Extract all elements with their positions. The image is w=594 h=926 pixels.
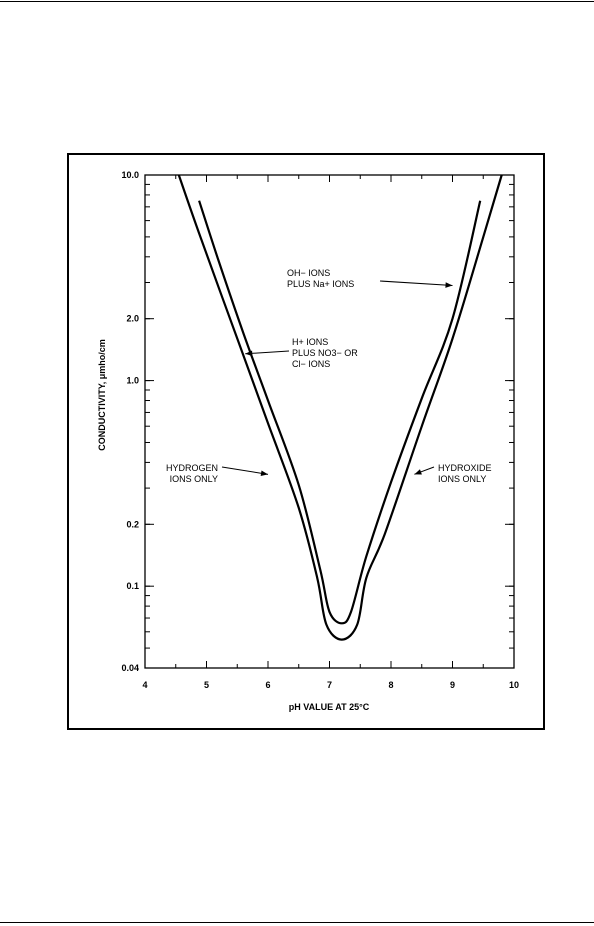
series-layer xyxy=(177,174,503,641)
x-tick-label: 10 xyxy=(509,680,519,690)
annotation-hydrogen-line: IONS ONLY xyxy=(170,474,218,484)
x-axis-title: pH VALUE AT 25°C xyxy=(289,702,370,712)
y-tick-label: 2.0 xyxy=(126,314,139,324)
annotation-oh-line: PLUS Na+ IONS xyxy=(287,279,354,289)
annotation-hydroxide-line: HYDROXIDE xyxy=(438,463,492,473)
x-tick-label: 7 xyxy=(327,680,332,690)
x-tick-label: 9 xyxy=(450,680,455,690)
annotation-hydroxide-arrow-head xyxy=(414,469,422,475)
page-top-rule xyxy=(0,1,594,2)
annotation-oh-line: OH− IONS xyxy=(287,268,330,278)
y-tick-label: 0.1 xyxy=(126,581,139,591)
x-tick-label: 5 xyxy=(204,680,209,690)
annotation-hydroxide: HYDROXIDE IONS ONLY xyxy=(438,463,492,484)
annotation-hydrogen-arrow-line xyxy=(221,466,269,475)
annotation-oh-arrow-line xyxy=(379,280,453,287)
figure-frame xyxy=(67,153,545,730)
annotation-hydrogen: HYDROGEN IONS ONLY xyxy=(166,463,218,484)
annotation-h-arrow-head xyxy=(245,350,253,357)
annotation-hydrogen-line: HYDROGEN xyxy=(166,463,218,473)
annotation-h-line: H+ IONS xyxy=(292,337,328,347)
y-tick-label: 0.04 xyxy=(121,663,139,673)
x-tick-label: 8 xyxy=(388,680,393,690)
y-tick-label: 0.2 xyxy=(126,519,139,529)
page-bottom-rule xyxy=(0,922,594,923)
inner-curve xyxy=(198,200,482,625)
annotation-h-line: Cl− IONS xyxy=(292,359,330,369)
y-tick-label: 1.0 xyxy=(126,376,139,386)
annotation-h-arrow-line xyxy=(245,350,290,355)
annotation-h-line: PLUS NO3− OR xyxy=(292,348,358,358)
outer-curve xyxy=(177,174,503,641)
axis-tick-labels: 4 5 6 7 8 9 10 10.0 2.0 1.0 0.2 0.1 0.04 xyxy=(121,170,519,690)
plot-area xyxy=(144,174,515,669)
annotation-h: H+ IONS PLUS NO3− OR Cl− IONS xyxy=(292,337,358,369)
x-tick-label: 4 xyxy=(142,680,147,690)
annotation-hydroxide-line: IONS ONLY xyxy=(438,474,486,484)
y-axis-title: CONDUCTIVITY, μmho/cm xyxy=(97,339,107,451)
axis-ticks xyxy=(144,174,515,669)
annotation-hydrogen-arrow-head xyxy=(260,470,268,476)
y-tick-label: 10.0 xyxy=(121,170,139,180)
annotation-oh-arrow-head xyxy=(445,282,453,288)
annotation-layer: OH− IONS PLUS Na+ IONS H+ IONS PLUS NO3− OR… xyxy=(166,268,492,484)
annotation-oh: OH− IONS PLUS Na+ IONS xyxy=(287,268,354,289)
x-tick-label: 6 xyxy=(265,680,270,690)
